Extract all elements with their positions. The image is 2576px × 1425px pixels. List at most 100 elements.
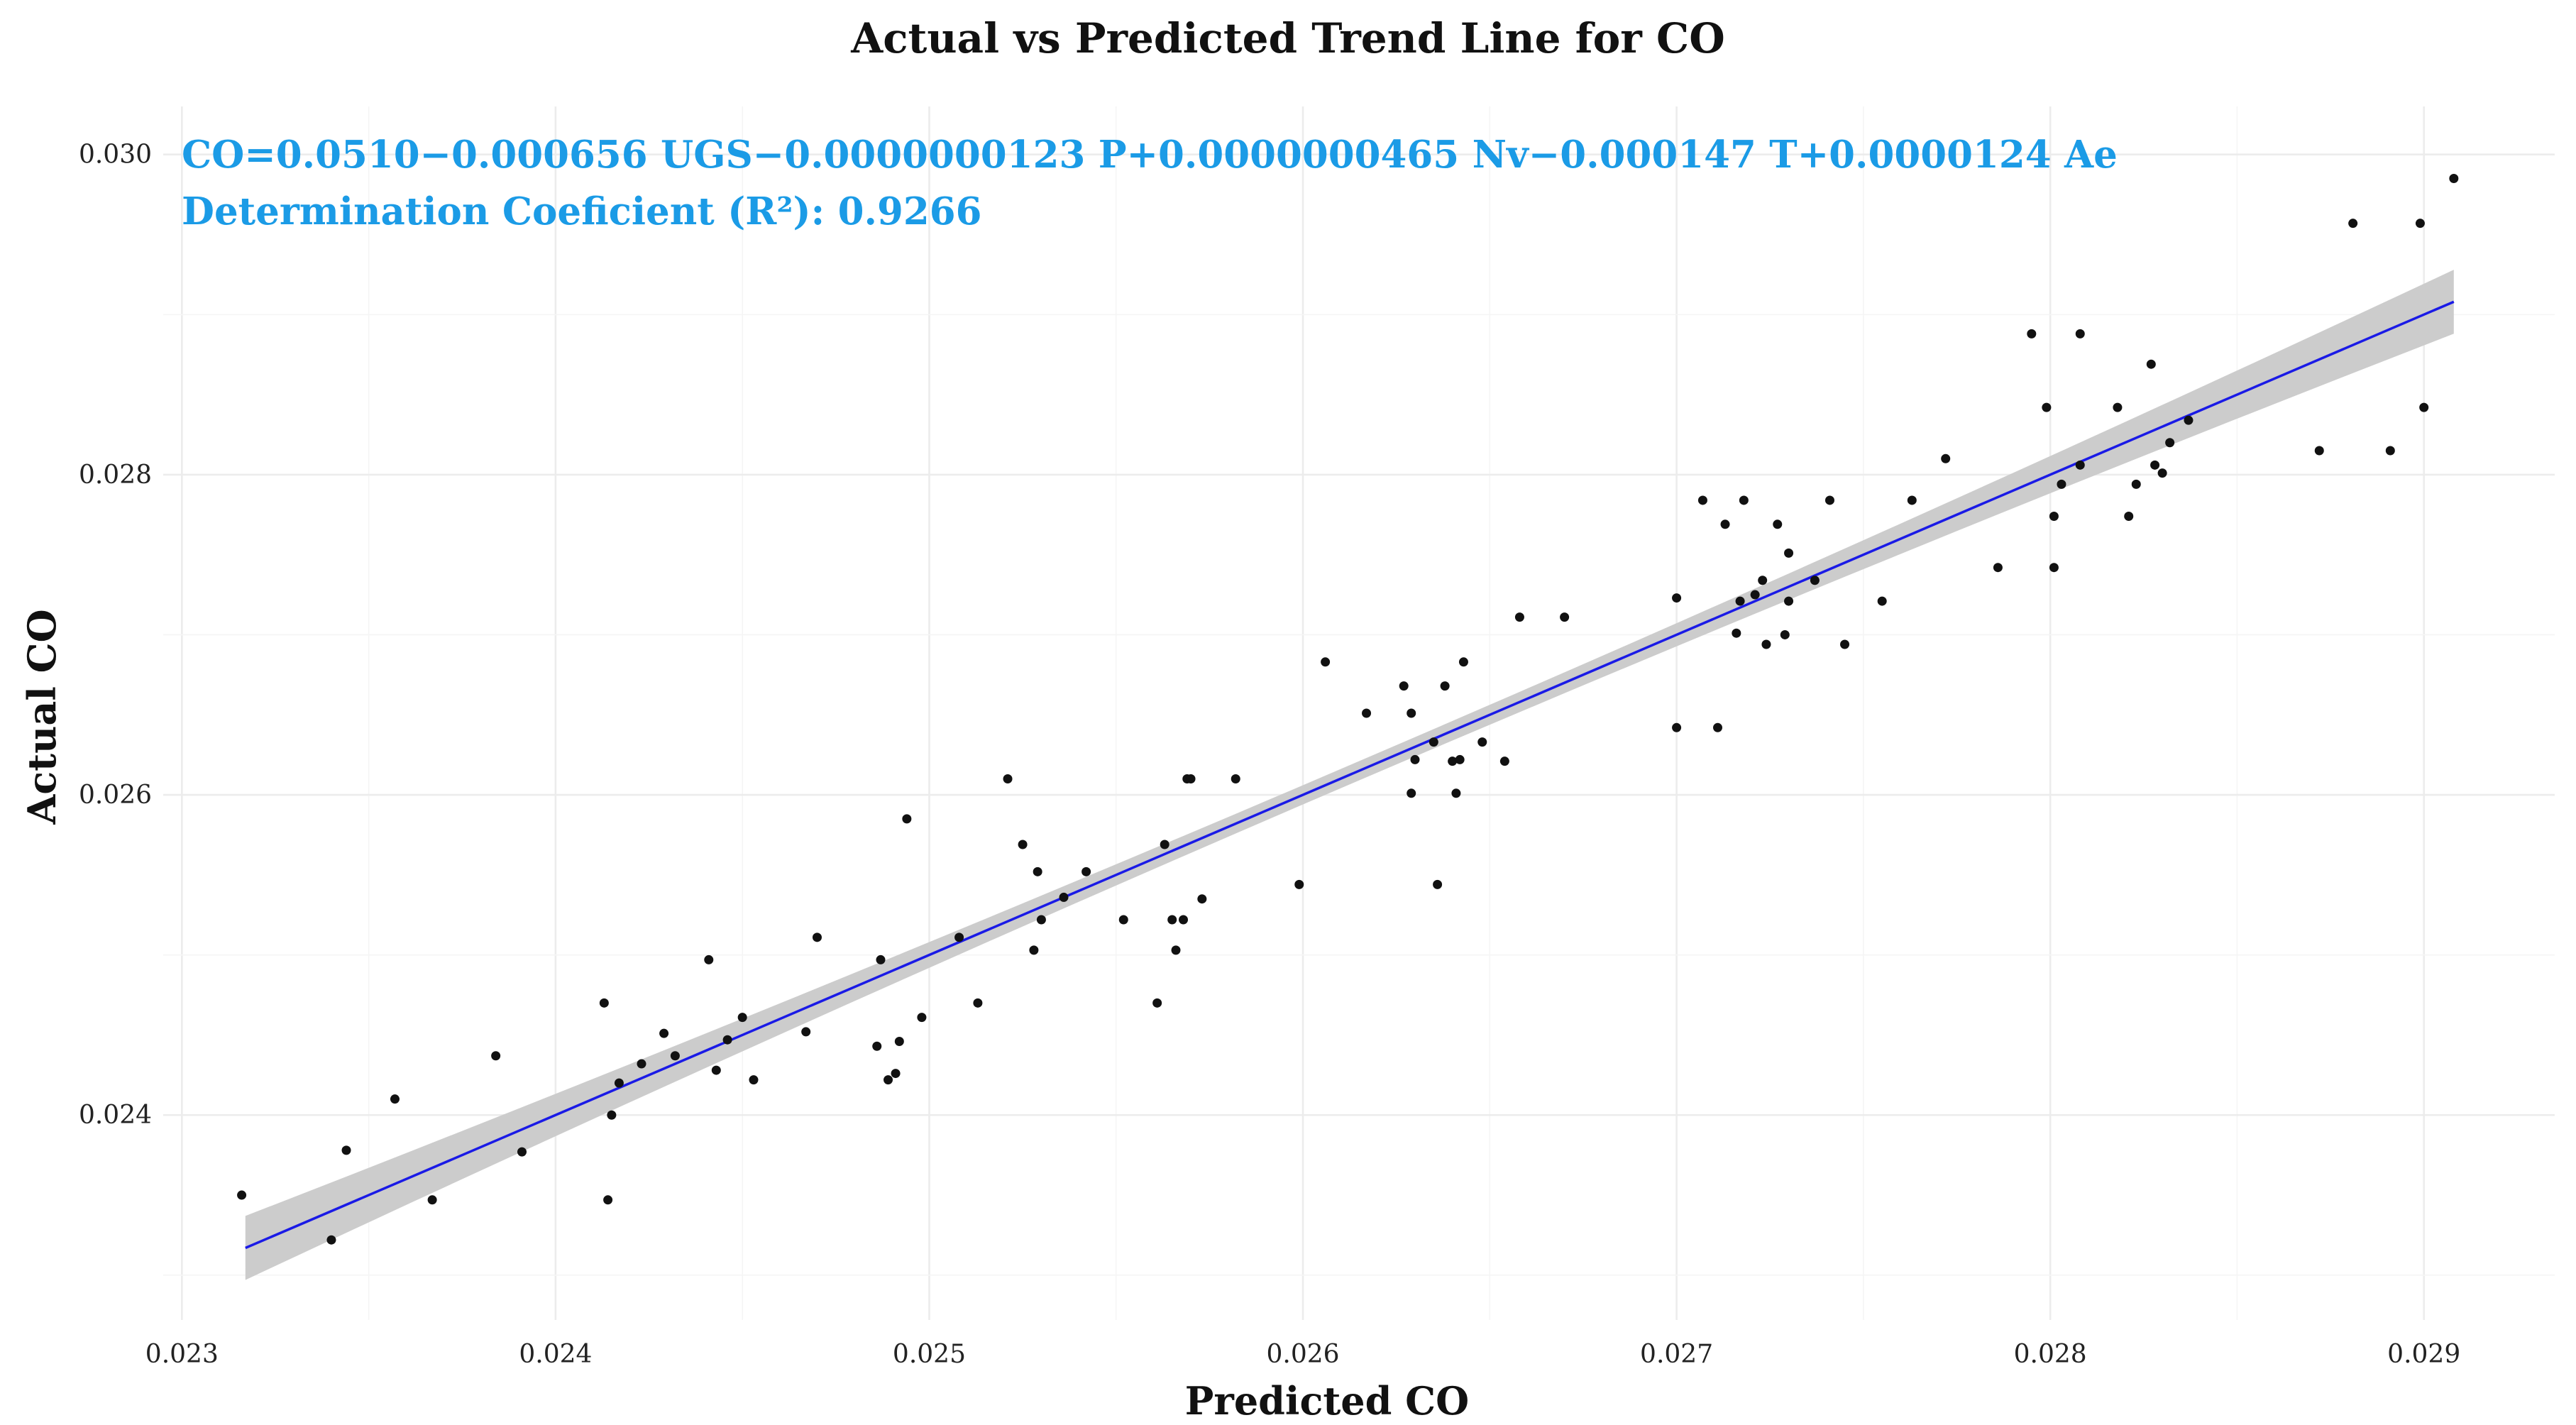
data-point xyxy=(2075,329,2085,339)
x-tick-label: 0.028 xyxy=(2014,1340,2087,1369)
data-point xyxy=(1179,915,1189,925)
data-point xyxy=(1029,945,1039,955)
data-point xyxy=(2348,219,2358,229)
data-point xyxy=(884,1075,893,1085)
data-point xyxy=(1750,590,1760,600)
data-point xyxy=(603,1195,613,1205)
data-point xyxy=(2027,329,2037,339)
grid xyxy=(163,106,2555,1320)
r-squared-label: Determination Coeficient (R²): 0.9266 xyxy=(182,189,982,233)
data-point xyxy=(1758,576,1768,585)
data-point xyxy=(1152,998,1162,1008)
data-point xyxy=(894,1036,904,1046)
data-point xyxy=(1824,495,1834,505)
data-point xyxy=(2124,512,2134,522)
data-point xyxy=(341,1145,351,1155)
data-point xyxy=(1697,495,1707,505)
data-point xyxy=(326,1235,336,1245)
data-point xyxy=(1197,894,1207,904)
data-point xyxy=(1499,756,1509,766)
data-point xyxy=(2075,460,2085,470)
data-point xyxy=(427,1195,437,1205)
data-point xyxy=(812,932,822,942)
data-point xyxy=(2131,479,2141,489)
data-point xyxy=(902,814,912,824)
data-point xyxy=(749,1075,759,1085)
data-point xyxy=(801,1027,811,1037)
data-point xyxy=(1993,563,2003,573)
data-point xyxy=(2146,359,2156,369)
data-point xyxy=(491,1051,501,1061)
data-point xyxy=(1739,495,1749,505)
data-point xyxy=(2165,438,2175,448)
data-point xyxy=(599,998,609,1008)
data-point xyxy=(737,1013,747,1023)
data-points xyxy=(237,174,2459,1245)
data-point xyxy=(1784,596,1794,606)
data-point xyxy=(1186,774,1196,783)
data-point xyxy=(1033,866,1042,876)
data-point xyxy=(872,1041,882,1051)
data-point xyxy=(1118,915,1128,925)
x-tick-label: 0.029 xyxy=(2387,1340,2460,1369)
data-point xyxy=(1171,945,1181,955)
chart-title: Actual vs Predicted Trend Line for CO xyxy=(850,14,1725,62)
data-point xyxy=(1560,612,1570,622)
data-point xyxy=(1433,879,1443,889)
data-point xyxy=(1362,708,1372,718)
data-point xyxy=(2049,512,2059,522)
data-point xyxy=(973,998,983,1008)
data-point xyxy=(1840,639,1850,649)
data-point xyxy=(1784,548,1794,558)
data-point xyxy=(2449,174,2459,184)
data-point xyxy=(1735,596,1745,606)
data-point xyxy=(1907,495,1917,505)
data-point xyxy=(1713,722,1722,732)
data-point xyxy=(1294,879,1304,889)
y-tick-label: 0.026 xyxy=(79,781,152,810)
y-axis-title: Actual CO xyxy=(19,609,65,825)
data-point xyxy=(2049,563,2059,573)
data-point xyxy=(1448,756,1458,766)
y-tick-label: 0.030 xyxy=(79,141,152,170)
data-point xyxy=(1407,788,1416,798)
data-point xyxy=(722,1035,732,1045)
data-point xyxy=(1941,453,1951,463)
data-point xyxy=(704,954,714,964)
data-point xyxy=(1451,788,1461,798)
data-point xyxy=(711,1065,721,1075)
data-point xyxy=(2057,479,2066,489)
data-point xyxy=(1732,628,1741,638)
data-point xyxy=(1407,708,1416,718)
data-point xyxy=(1514,612,1524,622)
data-point xyxy=(1455,754,1465,764)
data-point xyxy=(1081,866,1091,876)
data-point xyxy=(1440,681,1450,691)
data-point xyxy=(1036,915,1046,925)
data-point xyxy=(1003,774,1013,783)
data-point xyxy=(670,1051,680,1061)
data-point xyxy=(1810,576,1820,585)
data-point xyxy=(2385,446,2395,456)
data-point xyxy=(1773,519,1783,529)
data-point xyxy=(1160,840,1169,849)
data-point xyxy=(637,1059,646,1069)
data-point xyxy=(1167,915,1177,925)
data-point xyxy=(1672,722,1682,732)
y-tick-label: 0.024 xyxy=(79,1101,152,1130)
data-point xyxy=(1720,519,1730,529)
data-point xyxy=(1477,737,1487,747)
data-point xyxy=(1672,593,1682,603)
data-point xyxy=(517,1147,527,1157)
data-point xyxy=(1321,657,1331,667)
x-tick-label: 0.027 xyxy=(1640,1340,1713,1369)
data-point xyxy=(1458,657,1468,667)
data-point xyxy=(2150,460,2160,470)
data-point xyxy=(607,1110,617,1120)
data-point xyxy=(237,1190,247,1200)
data-point xyxy=(2184,415,2194,425)
x-tick-label: 0.024 xyxy=(519,1340,592,1369)
data-point xyxy=(390,1094,400,1104)
x-tick-label: 0.025 xyxy=(893,1340,966,1369)
data-point xyxy=(1780,629,1790,639)
